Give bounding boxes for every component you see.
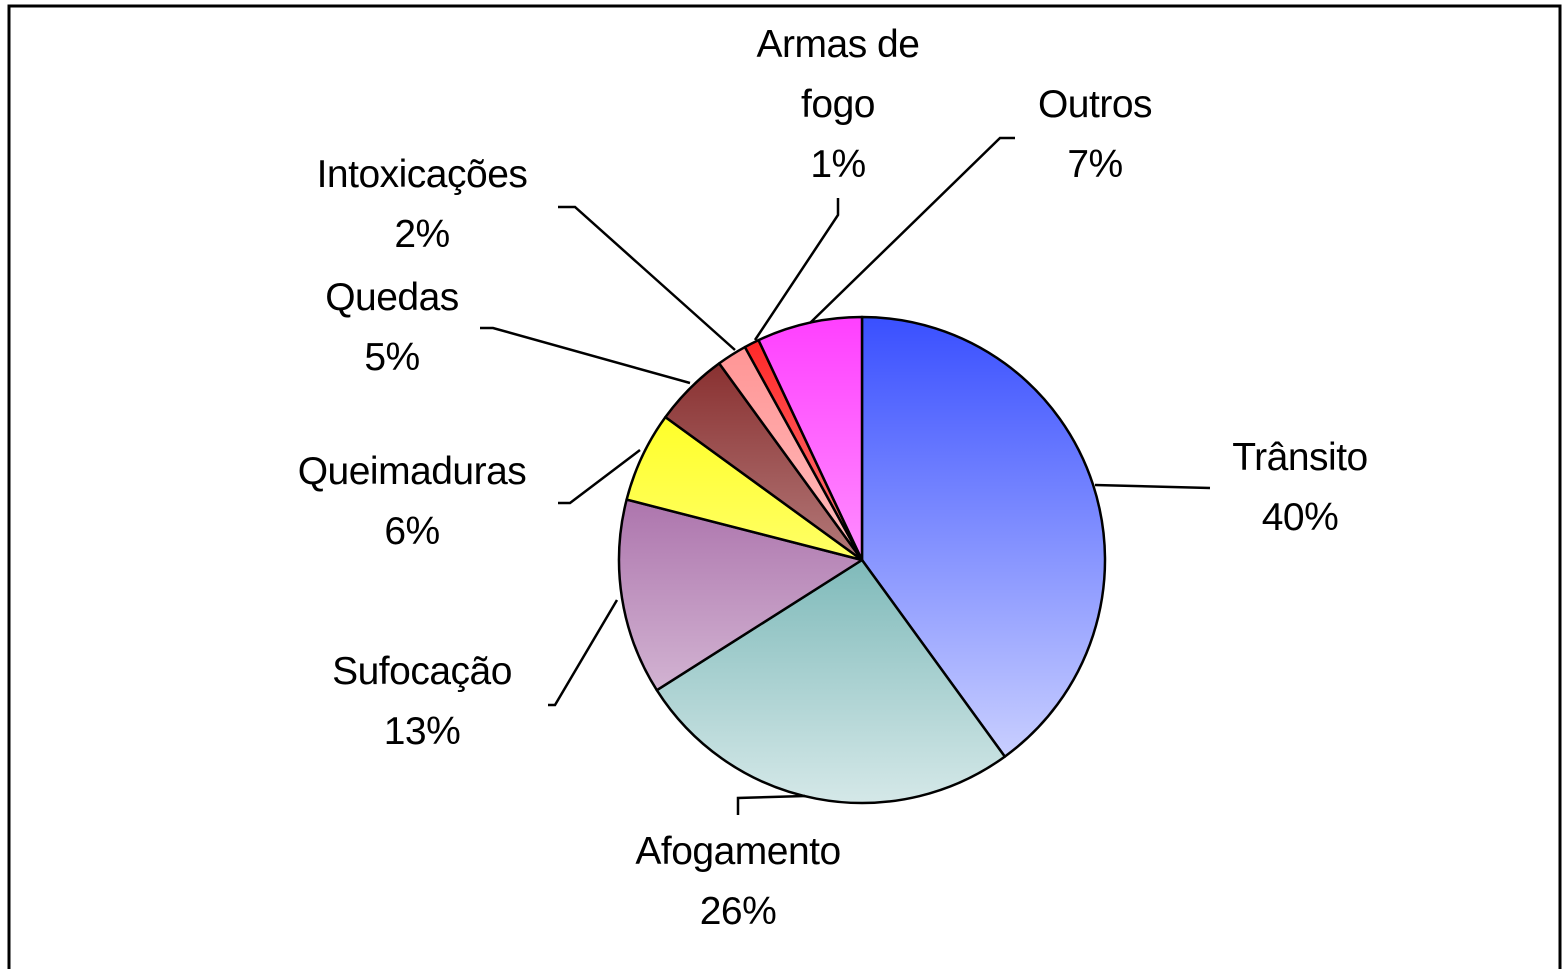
- slice-shade: [860, 315, 1107, 758]
- leader-line: [809, 136, 1015, 324]
- category-label: Quedas: [325, 276, 459, 319]
- slice-label: Sufocação 13%: [272, 642, 572, 762]
- slice-label: Afogamento 26%: [578, 822, 898, 942]
- value-label: 13%: [383, 710, 461, 753]
- slice-label: Queimaduras 6%: [252, 442, 572, 562]
- leader-line: [480, 326, 691, 385]
- value-label: 1%: [810, 143, 866, 186]
- category-label: Afogamento: [635, 830, 841, 873]
- frame: [7, 4, 1562, 969]
- slice-label: Armas de fogo 1%: [728, 15, 948, 195]
- slice-label: Outros 7%: [945, 75, 1245, 195]
- category-label: Trânsito: [1232, 436, 1368, 479]
- category-label: Armas de fogo: [756, 23, 920, 126]
- value-label: 40%: [1261, 496, 1339, 539]
- slice-shade: [617, 498, 864, 692]
- value-label: 6%: [384, 510, 440, 553]
- value-label: 5%: [364, 336, 420, 379]
- value-label: 2%: [394, 213, 450, 256]
- value-label: 7%: [1067, 143, 1123, 186]
- slice-label: Quedas 5%: [242, 268, 542, 388]
- slice-label: Trânsito 40%: [1150, 428, 1450, 548]
- value-label: 26%: [699, 890, 777, 933]
- slice-label: Intoxicações 2%: [252, 145, 592, 265]
- slice-shade: [655, 558, 1007, 805]
- category-label: Queimaduras: [297, 450, 527, 493]
- leader-line: [548, 599, 619, 707]
- category-label: Sufocação: [332, 650, 512, 693]
- category-label: Intoxicações: [316, 153, 528, 196]
- leader-line: [753, 198, 840, 341]
- leader-line: [558, 205, 736, 351]
- category-label: Outros: [1037, 83, 1153, 126]
- leader-line: [558, 449, 641, 505]
- slice-shade: [757, 315, 864, 562]
- leader-line: [736, 794, 806, 815]
- leader-line: [1094, 483, 1211, 490]
